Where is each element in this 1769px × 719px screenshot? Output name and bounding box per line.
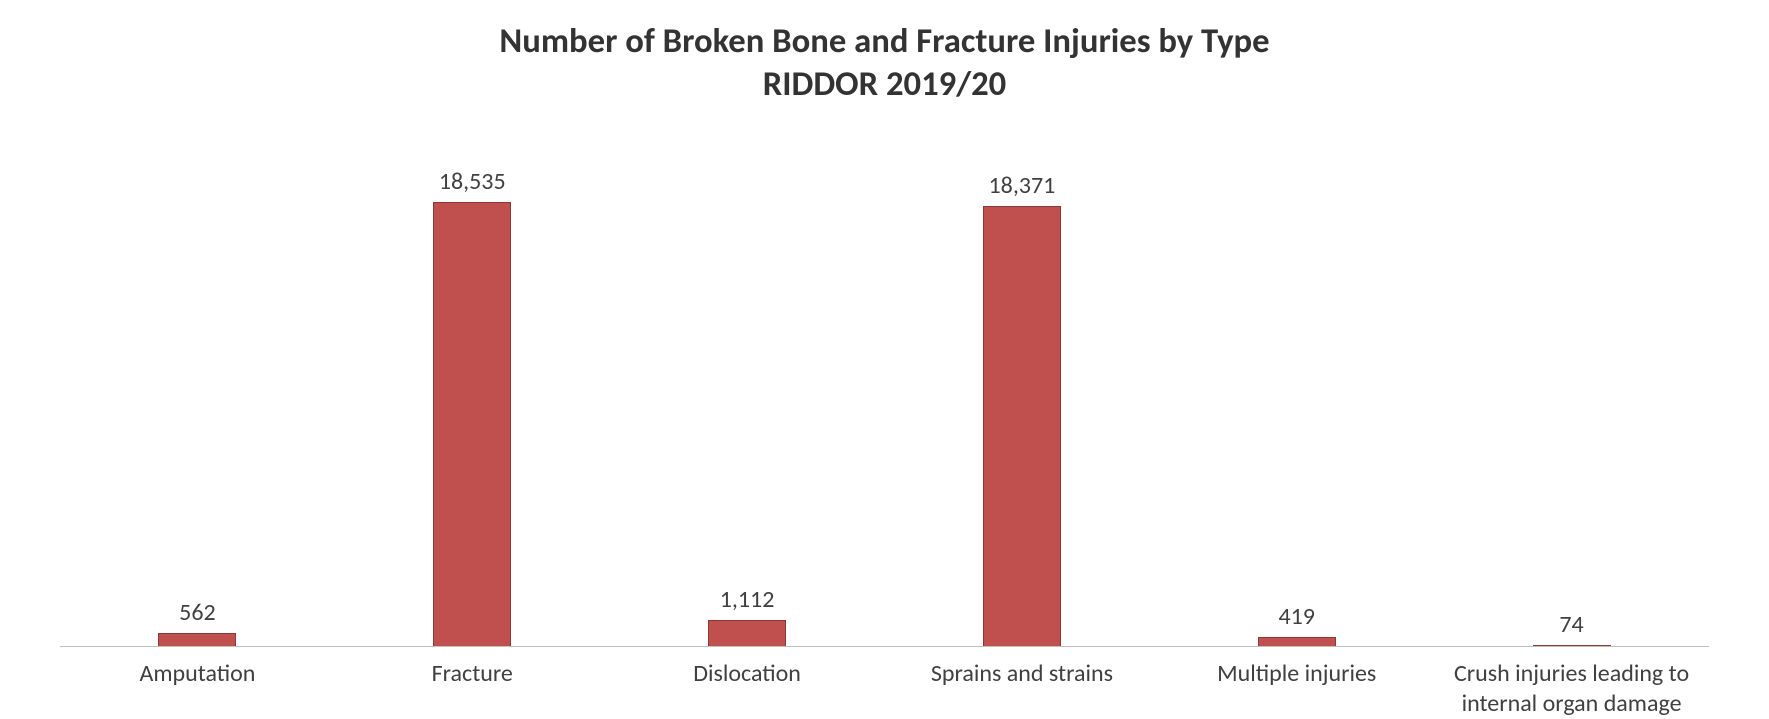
bar (708, 620, 786, 647)
bar-value-label: 18,535 (439, 167, 506, 196)
bar-value-label: 1,112 (720, 585, 775, 614)
category-label: Crush injuries leading to internal organ… (1434, 659, 1709, 719)
category-label: Multiple injuries (1159, 659, 1434, 719)
x-axis-line (60, 646, 1709, 647)
category-label: Dislocation (610, 659, 885, 719)
bar-slot: 419 (1159, 127, 1434, 647)
category-label: Amputation (60, 659, 335, 719)
chart-container: Number of Broken Bone and Fracture Injur… (0, 0, 1769, 697)
bar-slot: 18,535 (335, 127, 610, 647)
chart-title-line2: RIDDOR 2019/20 (0, 63, 1769, 106)
category-labels-row: AmputationFractureDislocationSprains and… (60, 659, 1709, 719)
bar-value-label: 74 (1559, 610, 1583, 639)
bar (158, 633, 236, 646)
bar (433, 202, 511, 647)
category-label: Fracture (335, 659, 610, 719)
bar (983, 206, 1061, 647)
bar-slot: 1,112 (610, 127, 885, 647)
chart-title: Number of Broken Bone and Fracture Injur… (0, 20, 1769, 107)
bar-value-label: 562 (179, 598, 216, 627)
bars-row: 562 18,535 1,112 18,371 419 74 (60, 127, 1709, 647)
category-label: Sprains and strains (884, 659, 1159, 719)
chart-title-line1: Number of Broken Bone and Fracture Injur… (0, 20, 1769, 63)
bar-slot: 18,371 (884, 127, 1159, 647)
bar-value-label: 419 (1278, 602, 1315, 631)
bar-slot: 74 (1434, 127, 1709, 647)
bar-value-label: 18,371 (988, 171, 1055, 200)
bar-slot: 562 (60, 127, 335, 647)
plot-area: 562 18,535 1,112 18,371 419 74 (60, 127, 1709, 647)
